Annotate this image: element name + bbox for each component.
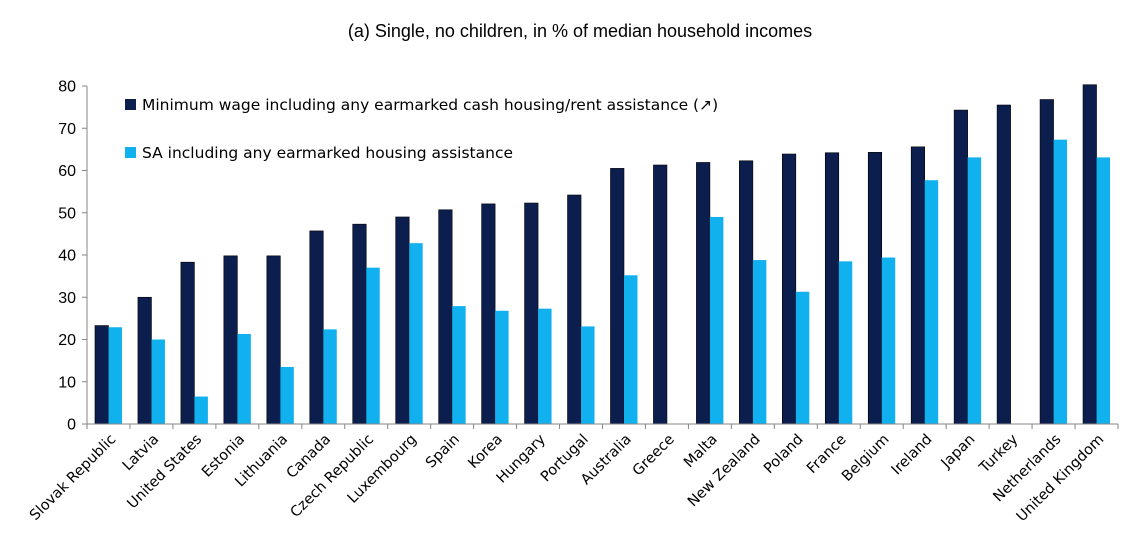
bar-sa <box>838 261 853 424</box>
bar-sa <box>581 326 595 424</box>
x-tick-label: Japan <box>938 432 979 473</box>
bar-minimum-wage <box>395 216 410 425</box>
y-tick-label: 10 <box>58 374 76 391</box>
x-tick-label: Malta <box>681 432 721 472</box>
x-tick-label: Spain <box>423 432 463 472</box>
bar-sa <box>151 339 165 424</box>
x-tick-label: Belgium <box>839 432 892 485</box>
y-tick-label: 80 <box>58 79 76 96</box>
bar-sa <box>709 216 724 424</box>
bar-minimum-wage <box>438 209 453 425</box>
bar-sa <box>495 310 509 424</box>
bar-minimum-wage <box>309 230 324 425</box>
legend-label-minimum-wage: Minimum wage including any earmarked cas… <box>142 96 718 114</box>
bar-minimum-wage <box>610 168 625 425</box>
bar-sa <box>881 257 896 424</box>
bar-sa <box>452 306 466 424</box>
bar-sa <box>538 308 552 424</box>
x-tick-label: Korea <box>466 432 506 472</box>
bar-minimum-wage <box>180 261 195 425</box>
bar-minimum-wage <box>137 296 152 425</box>
bar-sa <box>623 275 638 424</box>
bar-minimum-wage <box>653 164 668 425</box>
bar-sa <box>1053 139 1068 424</box>
bar-sa <box>194 396 208 424</box>
legend-label-sa: SA including any earmarked housing assis… <box>142 144 513 162</box>
y-tick-label: 0 <box>67 417 76 434</box>
chart-title: (a) Single, no children, in % of median … <box>348 21 812 41</box>
bar-minimum-wage <box>824 152 840 425</box>
bar-sa <box>752 260 767 424</box>
legend: Minimum wage including any earmarked cas… <box>125 96 718 162</box>
bar-minimum-wage <box>953 109 968 425</box>
x-tick-label: United States <box>124 432 205 513</box>
y-axis: 0 10 20 30 40 50 60 70 80 <box>58 79 88 434</box>
x-tick-label: Greece <box>630 431 678 479</box>
bar-minimum-wage <box>1082 84 1097 425</box>
bar-sa <box>1096 157 1111 424</box>
legend-swatch-sa <box>125 147 136 158</box>
bar-minimum-wage <box>996 104 1011 425</box>
bar-minimum-wage <box>739 160 754 425</box>
x-tick-label: Ireland <box>889 432 936 479</box>
bar-sa <box>108 327 122 424</box>
y-tick-label: 30 <box>58 290 76 307</box>
bar-minimum-wage <box>524 202 539 425</box>
y-tick-label: 70 <box>58 121 76 138</box>
bar-sa <box>237 334 251 424</box>
bar-minimum-wage <box>352 223 367 425</box>
bar-minimum-wage <box>696 162 711 425</box>
bar-sa <box>280 366 294 424</box>
bar-minimum-wage <box>481 203 496 425</box>
bar-sa <box>409 243 423 424</box>
bar-minimum-wage <box>94 325 109 425</box>
y-tick-label: 50 <box>58 205 76 222</box>
y-tick-label: 20 <box>58 332 76 349</box>
bar-sa <box>323 329 337 424</box>
bar-minimum-wage <box>910 146 925 425</box>
legend-swatch-minimum-wage <box>125 99 136 110</box>
y-tick-label: 40 <box>58 248 76 265</box>
bar-sa <box>795 291 810 424</box>
bar-minimum-wage <box>567 194 582 425</box>
bar-minimum-wage <box>266 255 281 425</box>
x-tick-label: Slovak Republic <box>27 432 119 524</box>
bars <box>94 84 1111 425</box>
bar-minimum-wage <box>867 152 883 425</box>
bar-sa <box>366 267 380 424</box>
bar-minimum-wage <box>782 153 797 425</box>
bar-minimum-wage <box>1039 99 1054 425</box>
bar-sa <box>924 180 939 424</box>
bar-minimum-wage <box>223 255 238 425</box>
x-tick-label: Poland <box>761 432 807 478</box>
y-tick-label: 60 <box>58 163 76 180</box>
bar-sa <box>967 157 982 424</box>
x-tick-label: Latvia <box>120 432 163 475</box>
